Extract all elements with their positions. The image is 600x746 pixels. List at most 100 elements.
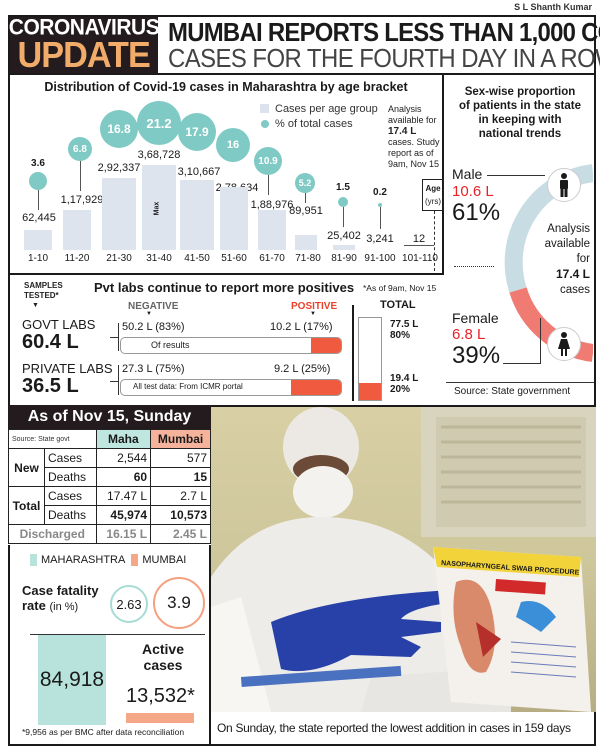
bracket [118, 365, 119, 395]
note-bold: 17.4 L [555, 267, 590, 281]
govt-negative: 50.2 L (83%) [122, 321, 185, 333]
total-positive-pct: 20% [390, 384, 411, 395]
samples-tested-label: SAMPLES TESTED* ▼ [24, 281, 63, 311]
cases-swatch [260, 104, 269, 113]
pct-bubble [29, 172, 47, 190]
note-line: available [544, 238, 590, 250]
cfr-label: Case fatality rate (in %) [22, 583, 99, 615]
female-arc [509, 287, 593, 362]
total-positive: 19.4 L 20% [390, 373, 418, 395]
pct-bubble: 21.2 [137, 101, 181, 145]
coronavirus-update-badge: CORONAVIRUS UPDATE [8, 15, 160, 75]
header: CORONAVIRUS UPDATE MUMBAI REPORTS LESS T… [8, 15, 600, 75]
govt-results-bar: Of results [120, 337, 342, 354]
pct-bubble: 17.9 [178, 113, 216, 151]
female-label: Female [452, 310, 499, 326]
total-positive-fill [359, 383, 381, 400]
stem [305, 193, 306, 203]
value-label: 3,10,667 [177, 166, 221, 178]
health-worker-illustration: NASOPHARYNGEAL SWAB PROCEDURE [211, 407, 596, 712]
bar-31-40 [142, 165, 176, 250]
pct-bubble: 16 [216, 128, 250, 162]
pct-bubble [378, 203, 382, 207]
note-line: Analysis [547, 223, 590, 235]
title-line: Sex-wise proportion [464, 86, 576, 98]
badge-line-2: UPDATE [17, 34, 151, 75]
cfr-maha-circle: 2.63 [110, 585, 148, 623]
analysis-note: Analysis available for 17.4 L cases. Stu… [388, 104, 448, 170]
row-label: Deaths [44, 505, 97, 525]
bar-51-60 [220, 187, 248, 250]
pct-label: 3.6 [31, 158, 45, 169]
samples-line: TESTED* [24, 291, 59, 300]
total-deaths-maha: 45,974 [95, 505, 152, 525]
stats-table-panel: As of Nov 15, Sunday Source: State govt … [8, 405, 211, 544]
private-positive: 9.2 L (25%) [274, 363, 331, 375]
section-divider [8, 405, 596, 407]
total-negative: 77.5 L 80% [390, 319, 418, 341]
x-label: 21-30 [106, 253, 132, 264]
x-label: 31-40 [146, 253, 172, 264]
bar-81-90 [333, 245, 355, 250]
stem [380, 207, 381, 229]
female-leader-v [540, 318, 541, 364]
note-line: for [576, 253, 590, 265]
table-row: New Cases 2,544 577 [8, 448, 211, 487]
value-label: 12 [404, 233, 434, 246]
value-label: 3,68,728 [137, 149, 181, 161]
value-label: 2,92,337 [97, 162, 141, 174]
total-negative-value: 77.5 L [390, 319, 419, 330]
age-chart-legend: Cases per age group % of total cases [260, 101, 378, 131]
value-label: 1,88,976 [250, 199, 294, 211]
content-frame [8, 75, 596, 405]
bracket [118, 323, 119, 351]
total-bar [358, 317, 382, 401]
govt-bar-text: Of results [151, 340, 190, 350]
x-label: 11-20 [64, 253, 90, 264]
divider [454, 266, 494, 267]
discharged-maha: 16.15 L [95, 524, 152, 544]
down-arrow-icon: ▼ [32, 302, 39, 309]
down-arrow-icon: ▼ [146, 311, 152, 317]
x-label: 71-80 [295, 253, 321, 264]
male-leader-line [487, 175, 545, 176]
positive-label: POSITIVE [291, 301, 338, 312]
x-label: 61-70 [259, 253, 285, 264]
female-icon [547, 327, 581, 361]
total-divider [352, 305, 354, 401]
col-mumbai: Mumbai [150, 429, 211, 449]
x-label: 51-60 [221, 253, 247, 264]
value-label: 1,17,929 [60, 194, 104, 206]
bar-61-70 [258, 210, 286, 250]
bar-11-20 [63, 210, 91, 250]
female-leader-h [503, 363, 540, 364]
headline-line-2: CASES FOR THE FOURTH DAY IN A ROW [168, 43, 600, 73]
cfr-mumbai-circle: 3.9 [153, 577, 205, 629]
govt-labs-label: GOVT LABS [22, 317, 96, 332]
active-line: cases [143, 657, 183, 673]
cfr-unit: (in %) [49, 601, 79, 613]
new-cases-mumbai: 577 [150, 448, 211, 468]
labs-title: Pvt labs continue to report more positiv… [94, 280, 355, 295]
bar-21-30 [102, 178, 136, 250]
pct-bubble: 16.8 [100, 110, 138, 148]
samples-line: SAMPLES [24, 281, 63, 290]
pct-label: 0.2 [373, 187, 387, 198]
sex-panel-title: Sex-wise proportion of patients in the s… [446, 85, 594, 141]
bar-1-10 [24, 230, 52, 250]
table-row: Deaths 45,974 10,573 [9, 505, 211, 525]
row-label: Deaths [44, 467, 97, 487]
badge-line-1: CORONAVIRUS [8, 15, 160, 40]
note-line: available for [388, 115, 437, 125]
max-label: Max [153, 201, 161, 216]
male-label: Male [452, 166, 483, 182]
new-deaths-mumbai: 15 [150, 467, 211, 487]
stats-table: Source: State govt Maha Mumbai New Cases… [8, 429, 211, 544]
sex-center-note: Analysis available for 17.4 L cases [530, 222, 590, 298]
x-label: 81-90 [331, 253, 357, 264]
table-source: Source: State govt [8, 429, 97, 449]
bar-71-80 [295, 235, 317, 250]
note-bold: 17.4 L [388, 126, 417, 137]
footnote: *9,956 as per BMC after data reconciliat… [22, 727, 185, 737]
private-negative: 27.3 L (75%) [122, 363, 185, 375]
